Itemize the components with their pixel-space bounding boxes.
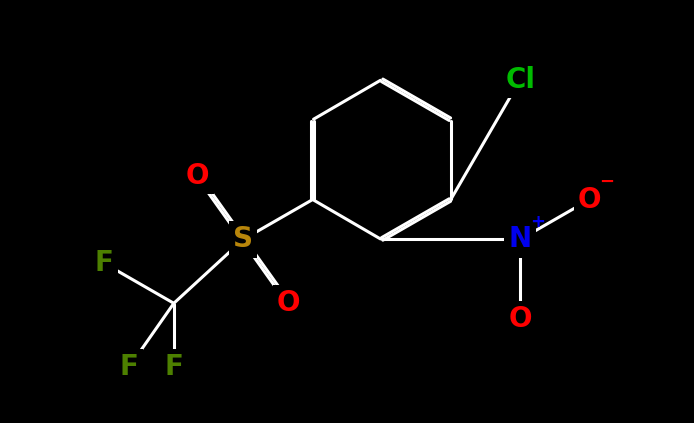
Text: F: F [95,250,114,277]
Text: S: S [233,225,253,253]
Text: −: − [600,173,615,191]
Text: O: O [509,305,532,333]
Text: N: N [509,225,532,253]
Text: F: F [164,353,183,381]
Text: +: + [530,213,545,231]
Text: O: O [186,162,210,190]
Text: O: O [578,186,602,214]
Text: Cl: Cl [505,66,535,94]
Text: O: O [277,289,301,317]
Text: F: F [119,353,139,381]
